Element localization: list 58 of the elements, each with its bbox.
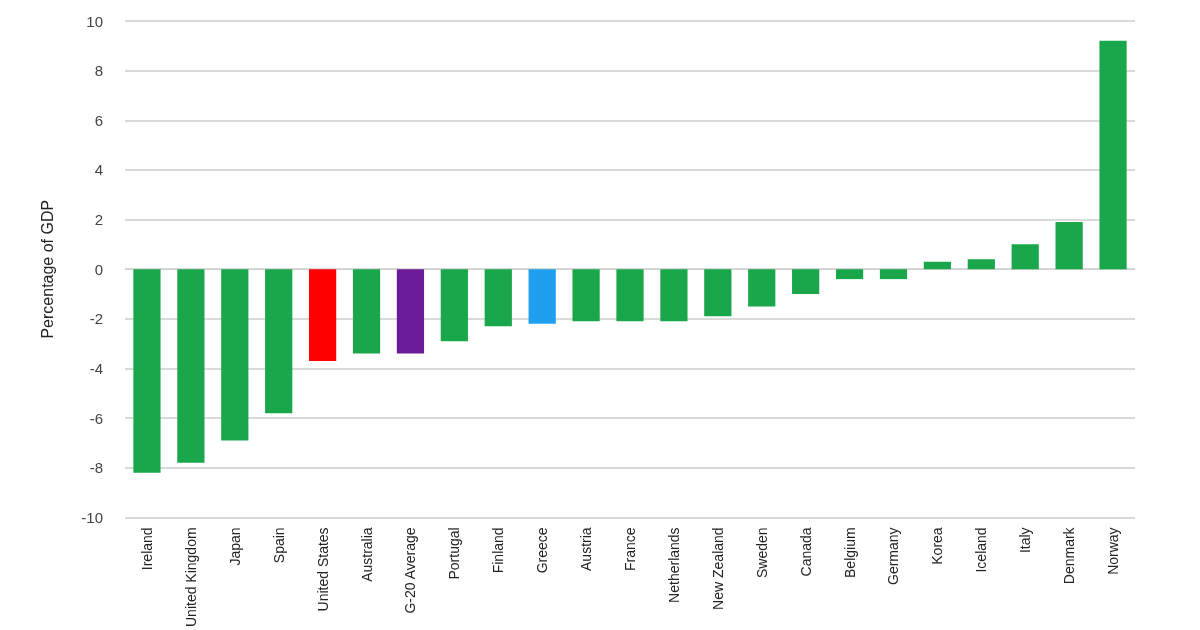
bar: [1099, 40, 1127, 270]
x-tick-label: Norway: [1105, 527, 1122, 575]
bar: [265, 269, 293, 414]
bar: [616, 269, 644, 322]
x-tick-label: Finland: [490, 527, 507, 574]
y-tick-label: 8: [94, 62, 103, 80]
x-tick-label: Australia: [358, 527, 375, 582]
bar: [1055, 222, 1083, 270]
y-tick-label: -10: [81, 508, 103, 526]
x-tick-label: Germany: [885, 527, 902, 585]
x-tick-label: New Zealand: [709, 527, 726, 610]
bar: [177, 269, 205, 463]
x-tick-label: Belgium: [841, 527, 858, 578]
y-tick-label: -2: [89, 310, 103, 328]
x-tick-label: Portugal: [446, 527, 463, 580]
bar: [748, 269, 776, 307]
bar: [221, 269, 249, 441]
y-axis-title: Percentage of GDP: [38, 199, 56, 339]
y-tick-label: 2: [94, 211, 103, 229]
bar: [835, 269, 864, 280]
bar: [440, 269, 468, 342]
y-tick-label: 10: [86, 12, 103, 30]
y-tick-label: 4: [94, 161, 103, 179]
bar: [1011, 244, 1039, 270]
bar: [704, 269, 732, 317]
bar: [484, 269, 512, 327]
bar: [133, 269, 161, 473]
bar: [792, 269, 820, 295]
y-tick-label: 0: [94, 260, 103, 278]
y-tick-label: 6: [94, 111, 103, 129]
bar: [879, 269, 908, 280]
x-tick-label: Italy: [1017, 527, 1034, 554]
x-tick-label: G-20 Average: [402, 527, 419, 614]
x-tick-label: Canada: [797, 527, 814, 577]
x-tick-label: Greece: [534, 527, 551, 574]
x-tick-label: Japan: [226, 527, 243, 566]
x-tick-label: Spain: [270, 527, 287, 564]
x-tick-label: United Kingdom: [182, 527, 199, 628]
x-tick-label: Denmark: [1061, 526, 1078, 585]
bar: [528, 269, 556, 324]
y-tick-label: -8: [89, 459, 103, 477]
x-tick-label: Netherlands: [665, 527, 682, 603]
x-tick-label: United States: [314, 527, 331, 612]
bar: [396, 269, 425, 354]
x-tick-label: Ireland: [138, 527, 155, 571]
y-tick-label: -4: [89, 359, 103, 377]
bar: [572, 269, 600, 322]
x-tick-label: Korea: [929, 527, 946, 565]
x-tick-label: Iceland: [973, 527, 990, 573]
bar: [660, 269, 688, 322]
bar: [967, 259, 995, 270]
y-tick-label: -6: [89, 409, 103, 427]
bar: [923, 261, 951, 270]
x-tick-label: Sweden: [753, 527, 770, 578]
x-tick-label: Austria: [578, 527, 595, 571]
x-tick-label: France: [622, 527, 638, 571]
bar: [352, 269, 381, 354]
bar: [309, 269, 337, 362]
